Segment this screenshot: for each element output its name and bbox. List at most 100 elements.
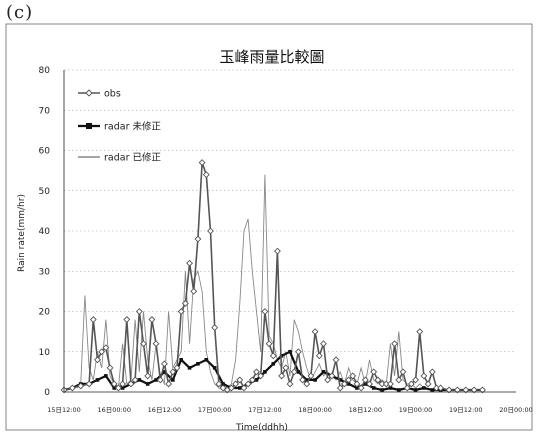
data-point: [278, 372, 286, 380]
x-tick-label: 17日12:00: [248, 406, 282, 414]
y-tick-label: 10: [39, 348, 51, 358]
data-point: [271, 362, 276, 366]
data-point: [161, 360, 168, 368]
data-point: [85, 380, 93, 388]
chart-title: 玉峰雨量比較圖: [219, 48, 324, 66]
data-point: [353, 380, 361, 388]
data-point: [179, 358, 183, 362]
data-point: [171, 378, 175, 382]
x-tick-label: 18日12:00: [349, 406, 383, 414]
data-point: [204, 358, 209, 362]
x-axis-label: Time(ddhh): [235, 423, 288, 433]
data-point: [346, 382, 351, 386]
data-point: [119, 380, 127, 388]
x-tick-label: 19日00:00: [399, 406, 433, 414]
data-point: [303, 380, 311, 388]
data-point: [215, 380, 223, 388]
data-point: [173, 364, 181, 372]
y-tick-label: 30: [39, 267, 51, 277]
data-point: [98, 348, 106, 356]
data-point: [261, 308, 269, 315]
data-point: [123, 316, 131, 323]
data-point: [106, 364, 114, 372]
series-line: [63, 174, 483, 391]
data-point: [148, 316, 156, 323]
data-point: [211, 324, 219, 332]
data-point: [328, 372, 336, 380]
data-point: [112, 386, 117, 390]
data-point: [286, 380, 294, 388]
data-point: [263, 370, 267, 374]
data-point: [237, 386, 242, 390]
data-point: [315, 352, 323, 360]
data-point: [290, 368, 298, 376]
data-point: [361, 376, 369, 384]
data-point: [407, 380, 415, 388]
data-point: [470, 386, 478, 394]
data-point: [370, 368, 378, 376]
data-point: [412, 376, 419, 384]
x-tick-label: 20日00:00: [499, 406, 533, 414]
data-point: [186, 259, 193, 267]
legend-entry: obs: [104, 89, 121, 100]
x-tick-label: 18日00:00: [298, 406, 332, 414]
x-tick-labels: 15日12:00 16日00:00 16日12:00 17日00:00 17日12:00…: [47, 406, 533, 414]
y-tick-label: 40: [39, 227, 51, 237]
data-point: [265, 340, 273, 348]
data-point: [269, 352, 277, 360]
data-point: [95, 378, 100, 382]
data-point: [307, 372, 315, 380]
data-point: [391, 340, 399, 348]
x-tick-label: 15日12:00: [47, 406, 81, 414]
chart-frame: [5, 23, 533, 431]
data-point: [187, 366, 192, 370]
data-point: [430, 388, 435, 392]
data-point: [320, 340, 327, 348]
data-point: [399, 368, 407, 376]
data-point: [366, 380, 373, 388]
data-point: [144, 372, 152, 380]
data-point: [244, 380, 252, 388]
data-point: [428, 368, 436, 376]
y-tick-label: 80: [39, 66, 51, 76]
data-point: [227, 384, 235, 392]
data-point: [110, 380, 118, 388]
legend: obs radar 未修正 radar 已修正: [78, 89, 162, 164]
data-point: [304, 378, 309, 382]
data-point: [338, 378, 343, 382]
data-point: [345, 376, 353, 384]
data-point: [462, 386, 470, 394]
data-point: [102, 344, 110, 352]
data-point: [288, 349, 292, 354]
data-point: [349, 372, 357, 380]
data-point: [190, 287, 198, 295]
data-point: [311, 328, 319, 336]
data-point: [387, 380, 394, 388]
data-point: [68, 384, 76, 392]
x-tick-label: 17日00:00: [198, 406, 232, 414]
y-tick-label: 50: [39, 187, 51, 197]
data-point: [294, 348, 302, 356]
data-point: [104, 374, 108, 378]
data-point: [363, 382, 368, 386]
data-series: [60, 159, 486, 394]
data-point: [232, 380, 240, 388]
y-axis-label: Rain rate(mm/hr): [17, 194, 27, 272]
data-point: [313, 378, 317, 382]
data-point: [140, 340, 147, 348]
data-point: [177, 308, 185, 315]
data-point: [152, 340, 160, 348]
data-point: [198, 159, 206, 167]
x-tick-label: 16日12:00: [148, 406, 182, 414]
data-point: [236, 376, 244, 384]
data-point: [145, 382, 150, 386]
legend-entry: radar 未修正: [104, 121, 162, 133]
data-point: [194, 235, 202, 243]
data-point: [424, 380, 432, 388]
data-point: [137, 378, 142, 382]
x-tick-label: 19日12:00: [449, 406, 483, 414]
series-2: [63, 174, 483, 391]
data-point: [397, 388, 401, 392]
legend-marker: [86, 123, 92, 129]
data-point: [131, 376, 139, 384]
